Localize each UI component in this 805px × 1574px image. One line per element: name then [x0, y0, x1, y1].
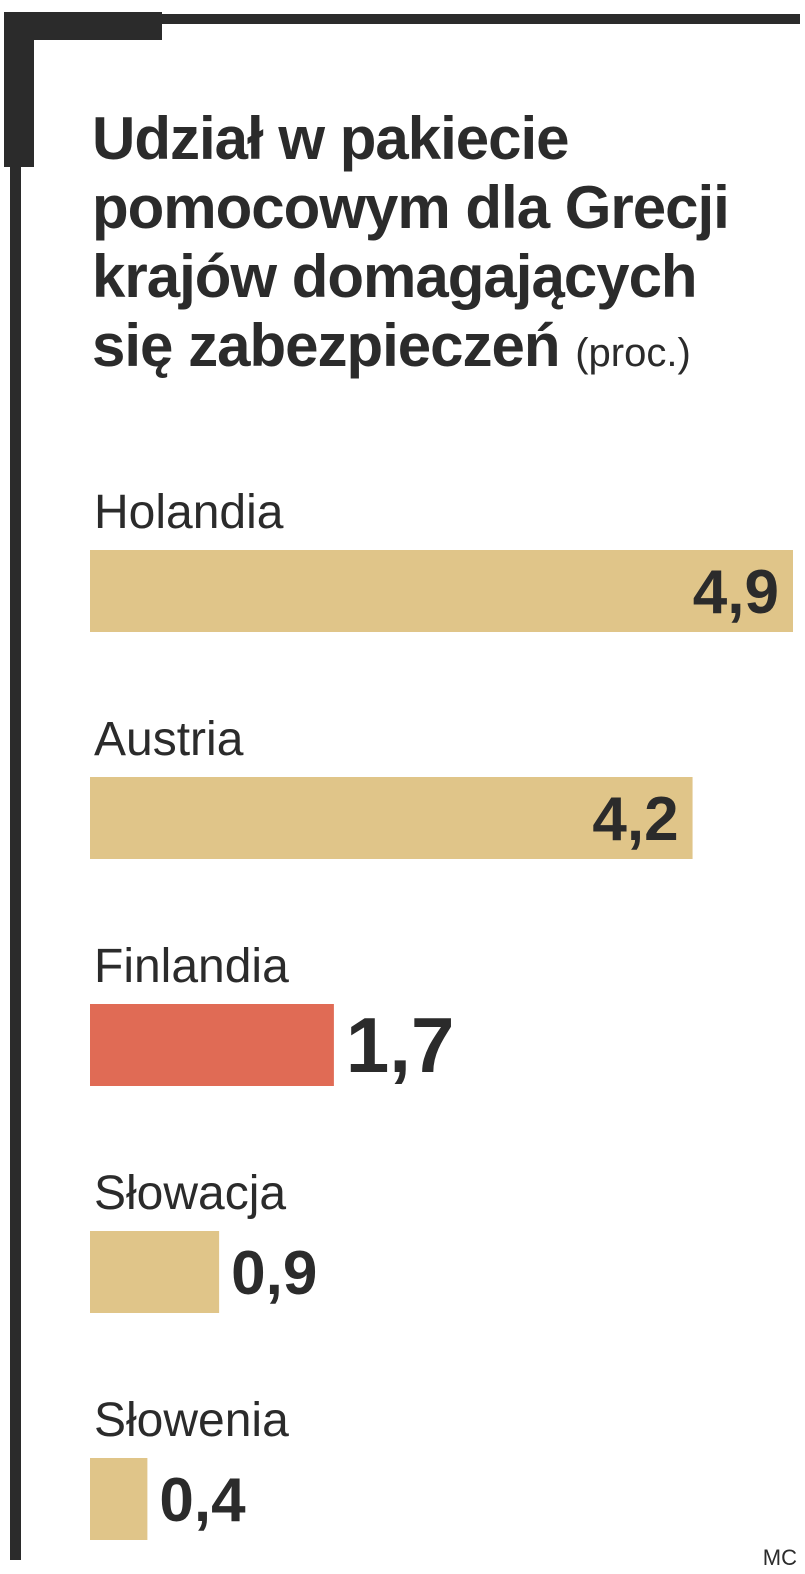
- title-line-4-text: się zabezpieczeń: [92, 312, 561, 379]
- unit-label: (proc.): [575, 331, 691, 375]
- title-line-4: się zabezpieczeń (proc.): [92, 311, 792, 388]
- category-label: Słowenia: [94, 1394, 289, 1447]
- title-line-2: pomocowym dla Grecji: [92, 174, 730, 241]
- title-line-3: krajów domagających: [92, 243, 698, 310]
- value-label: 0,4: [159, 1466, 246, 1535]
- category-label: Holandia: [94, 486, 284, 539]
- bar: [90, 1004, 334, 1086]
- value-label: 0,9: [231, 1239, 317, 1308]
- chart-title: Udział w pakiecie pomocowym dla Grecji k…: [92, 104, 792, 388]
- value-label: 4,9: [693, 558, 779, 627]
- frame-left-accent: [4, 12, 34, 167]
- category-label: Słowacja: [94, 1167, 286, 1220]
- bar: [90, 1231, 220, 1313]
- bar: [90, 777, 693, 859]
- bar: [90, 550, 793, 632]
- title-line-1: Udział w pakiecie: [92, 105, 570, 172]
- bar: [90, 1458, 148, 1540]
- category-label: Austria: [94, 713, 244, 766]
- category-label: Finlandia: [94, 940, 289, 993]
- credit: MC: [762, 1545, 797, 1570]
- frame-top-accent: [10, 12, 162, 40]
- frame-top-rule: [10, 14, 800, 24]
- value-label: 4,2: [592, 785, 678, 854]
- value-label: 1,7: [346, 1001, 454, 1089]
- frame-left-rule: [10, 12, 21, 1560]
